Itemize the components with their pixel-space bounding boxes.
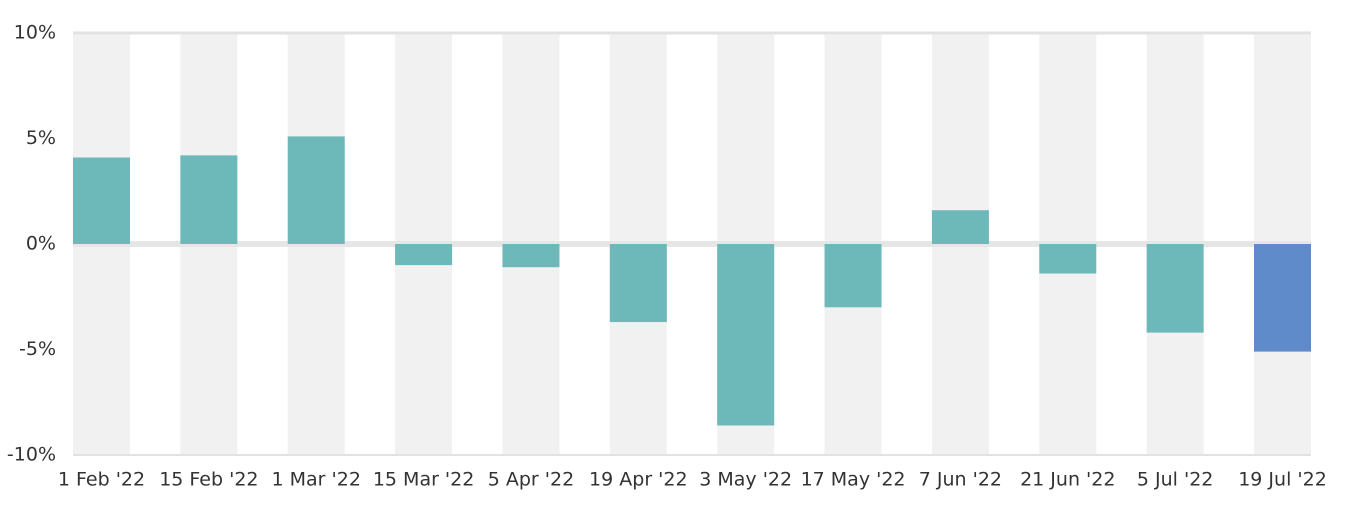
x-tick-label: 7 Jun '22: [919, 469, 1002, 491]
x-tick-label: 1 Feb '22: [58, 469, 145, 491]
bar: [502, 244, 560, 268]
y-tick-label: -5%: [19, 338, 56, 360]
x-tick-label: 1 Mar '22: [272, 469, 361, 491]
x-tick-label: 19 Apr '22: [589, 469, 688, 491]
x-tick-label: 5 Apr '22: [488, 469, 574, 491]
x-tick-label: 21 Jun '22: [1020, 469, 1115, 491]
x-tick-label: 15 Feb '22: [159, 469, 258, 491]
bar: [395, 244, 453, 266]
x-tick-label: 15 Mar '22: [373, 469, 475, 491]
bar: [1039, 244, 1097, 274]
y-tick-label: 10%: [14, 22, 56, 44]
x-tick-label: 17 May '22: [801, 469, 906, 491]
bar: [1254, 244, 1311, 352]
bar: [1146, 244, 1204, 333]
x-tick-label: 5 Jul '22: [1137, 469, 1214, 491]
x-tick-label: 3 May '22: [699, 469, 792, 491]
y-tick-label: -10%: [7, 444, 56, 466]
bar: [73, 157, 130, 244]
bar: [824, 244, 882, 308]
bar: [931, 210, 989, 244]
y-tick-label: 0%: [26, 233, 56, 255]
x-tick-label: 19 Jul '22: [1238, 469, 1327, 491]
y-tick-label: 5%: [26, 127, 56, 149]
bar: [717, 244, 775, 426]
bar: [180, 155, 238, 244]
bar: [609, 244, 667, 323]
bar: [287, 136, 345, 244]
